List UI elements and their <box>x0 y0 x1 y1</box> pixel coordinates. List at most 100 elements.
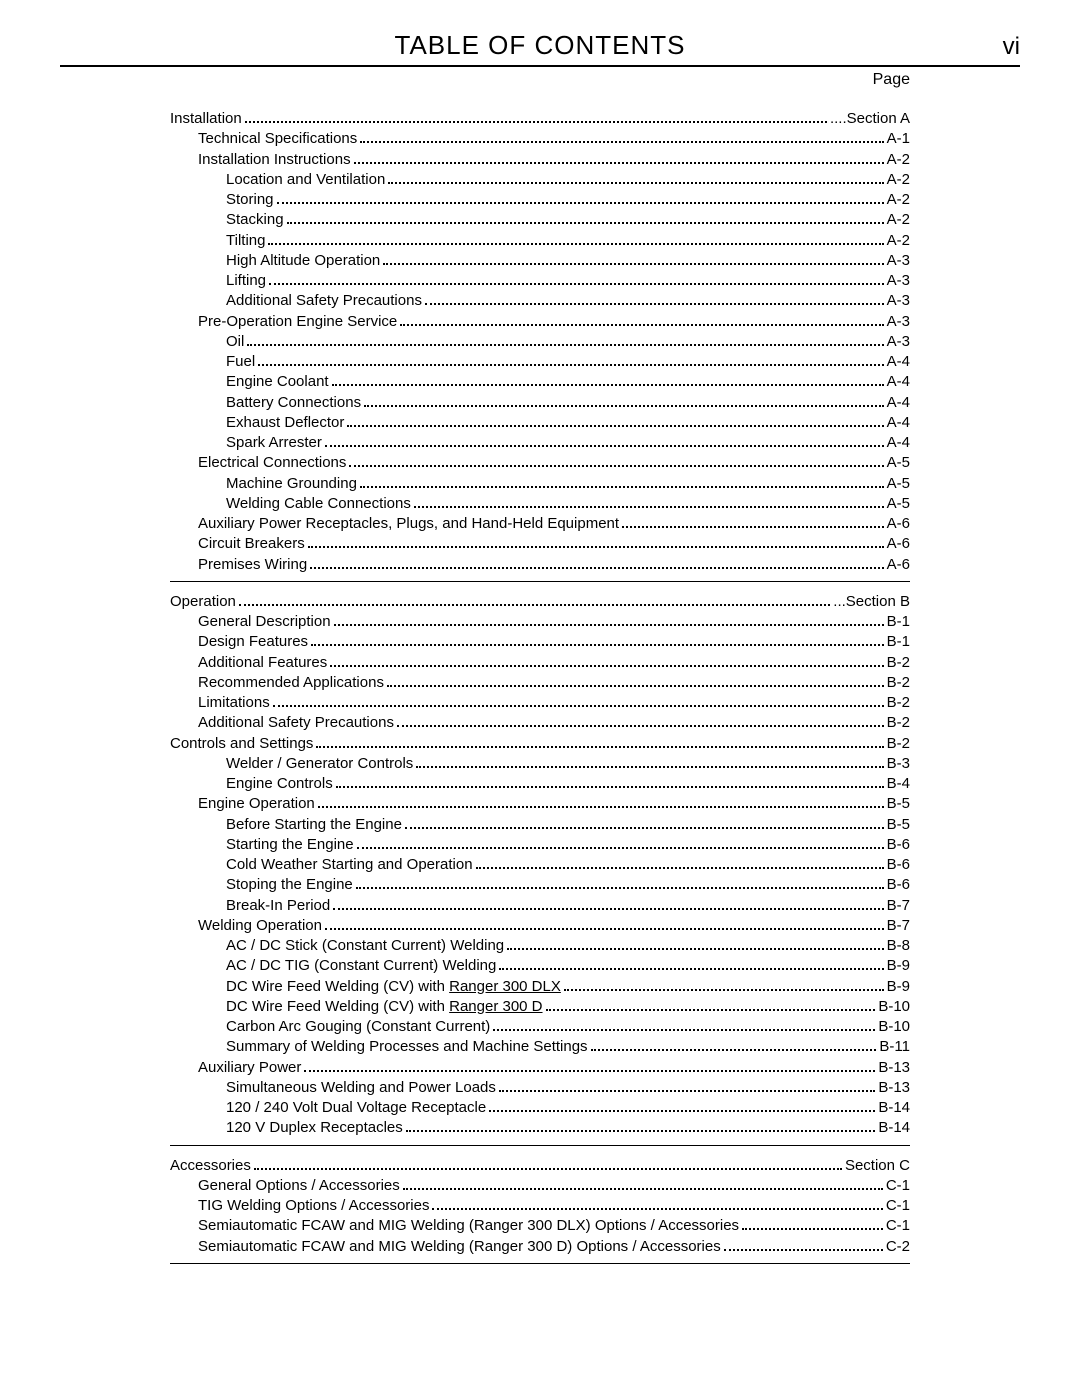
toc-entry-label: Limitations <box>198 693 270 713</box>
toc-entry: Cold Weather Starting and OperationB-6 <box>170 855 910 875</box>
toc-entry: DC Wire Feed Welding (CV) with Ranger 30… <box>170 997 910 1017</box>
toc-entry: High Altitude Operation A-3 <box>170 251 910 271</box>
toc-leader-dots <box>318 806 884 808</box>
toc-entry-label: Starting the Engine <box>226 835 354 855</box>
page-header: TABLE OF CONTENTS vi <box>60 30 1020 67</box>
toc-entry: Auxiliary Power Receptacles, Plugs, and … <box>170 514 910 534</box>
toc-entry: Engine Coolant A-4 <box>170 372 910 392</box>
toc-entry: Starting the EngineB-6 <box>170 835 910 855</box>
toc-entry-page: A-2 <box>887 150 910 170</box>
toc-entry-page: B-2 <box>887 653 910 673</box>
toc-leader-dots <box>622 526 884 528</box>
toc-entry-page: A-6 <box>887 555 910 575</box>
toc-leader-dots <box>325 445 884 447</box>
toc-entry: Auxiliary PowerB-13 <box>170 1058 910 1078</box>
toc-leader-dots <box>334 624 884 626</box>
toc-entry-page: B-10 <box>878 1017 910 1037</box>
toc-section: Installation ....Section ATechnical Spec… <box>170 109 910 582</box>
toc-leader-dots <box>354 162 884 164</box>
toc-entry: Additional FeaturesB-2 <box>170 653 910 673</box>
toc-entry: Additional Safety PrecautionsA-3 <box>170 291 910 311</box>
toc-entry-page: A-3 <box>887 271 910 291</box>
toc-entry-label: Premises Wiring <box>198 555 307 575</box>
toc-entry: Summary of Welding Processes and Machine… <box>170 1037 910 1057</box>
toc-entry-page: B-7 <box>887 916 910 936</box>
toc-leader-dots <box>349 465 883 467</box>
toc-entry-page: A-2 <box>887 190 910 210</box>
toc-entry-label: Battery Connections <box>226 393 361 413</box>
toc-entry-page: A-6 <box>887 514 910 534</box>
toc-entry: Engine ControlsB-4 <box>170 774 910 794</box>
toc-leader-dots <box>425 303 884 305</box>
toc-entry-page: A-4 <box>887 393 910 413</box>
toc-entry-label: General Options / Accessories <box>198 1176 400 1196</box>
toc-entry-label: Auxiliary Power <box>198 1058 301 1078</box>
toc-entry-page: C-1 <box>886 1176 910 1196</box>
toc-entry: Location and VentilationA-2 <box>170 170 910 190</box>
toc-entry-label: Simultaneous Welding and Power Loads <box>226 1078 496 1098</box>
toc-entry-page: B-2 <box>887 734 910 754</box>
toc-entry-label: Before Starting the Engine <box>226 815 402 835</box>
toc-entry: OilA-3 <box>170 332 910 352</box>
toc-entry: Recommended ApplicationsB-2 <box>170 673 910 693</box>
toc-leader-dots <box>388 182 883 184</box>
toc-entry: Carbon Arc Gouging (Constant Current)B-1… <box>170 1017 910 1037</box>
toc-entry-label: Operation <box>170 592 236 612</box>
toc-entry-page: A-5 <box>887 453 910 473</box>
toc-leader-dots <box>273 705 884 707</box>
toc-entry: 120 / 240 Volt Dual Voltage ReceptacleB-… <box>170 1098 910 1118</box>
toc-entry-label: DC Wire Feed Welding (CV) with Ranger 30… <box>226 977 561 997</box>
toc-entry-label: AC / DC TIG (Constant Current) Welding <box>226 956 496 976</box>
toc-entry-page: A-4 <box>887 413 910 433</box>
toc-entry-page: A-3 <box>887 312 910 332</box>
toc-entry: Semiautomatic FCAW and MIG Welding (Rang… <box>170 1237 910 1257</box>
toc-entry-label: DC Wire Feed Welding (CV) with Ranger 30… <box>226 997 543 1017</box>
toc-leader-dots <box>332 384 884 386</box>
toc-entry-page: B-11 <box>879 1037 910 1057</box>
toc-entry-label: Design Features <box>198 632 308 652</box>
toc-leader-dots <box>360 486 884 488</box>
toc-leader-dots <box>245 121 827 123</box>
toc-entry: Welder / Generator ControlsB-3 <box>170 754 910 774</box>
toc-leader-dots <box>724 1249 883 1251</box>
toc-entry-label: Accessories <box>170 1156 251 1176</box>
toc-leader-dots <box>308 546 884 548</box>
toc-leader-dots <box>564 989 884 991</box>
toc-entry-label: Storing <box>226 190 274 210</box>
toc-entry-page: A-4 <box>887 372 910 392</box>
toc-leader-dots <box>546 1009 876 1011</box>
toc-leader-dots <box>269 283 884 285</box>
toc-entry: LiftingA-3 <box>170 271 910 291</box>
page-number-roman: vi <box>970 33 1020 61</box>
toc-entry-page: A-3 <box>887 251 910 271</box>
toc-leader-dots <box>239 604 830 606</box>
toc-leader-dots <box>493 1029 875 1031</box>
toc-entry-label: Summary of Welding Processes and Machine… <box>226 1037 588 1057</box>
toc-entry-page: A-4 <box>887 433 910 453</box>
toc-entry-label: High Altitude Operation <box>226 251 380 271</box>
toc-entry-label: AC / DC Stick (Constant Current) Welding <box>226 936 504 956</box>
toc-leader-dots <box>325 928 884 930</box>
toc-entry-label: Fuel <box>226 352 255 372</box>
toc-leader-dots <box>742 1228 883 1230</box>
toc-entry-label: Engine Operation <box>198 794 315 814</box>
toc-leader-dots <box>489 1110 875 1112</box>
toc-entry-page: A-2 <box>887 210 910 230</box>
toc-entry-label: Pre-Operation Engine Service <box>198 312 397 332</box>
toc-leader-dots <box>416 766 883 768</box>
toc-entry-label: Auxiliary Power Receptacles, Plugs, and … <box>198 514 619 534</box>
toc-leader-dots <box>330 665 883 667</box>
toc-entry-label: Additional Safety Precautions <box>198 713 394 733</box>
toc-entry: Stoping the EngineB-6 <box>170 875 910 895</box>
toc-entry-label: Engine Coolant <box>226 372 329 392</box>
toc-entry-page: A-2 <box>887 170 910 190</box>
toc-entry-label: Semiautomatic FCAW and MIG Welding (Rang… <box>198 1237 721 1257</box>
toc-entry-page: ....Section A <box>830 109 910 129</box>
toc-leader-dots <box>357 847 884 849</box>
toc-entry: Circuit BreakersA-6 <box>170 534 910 554</box>
toc-leader-dots <box>247 344 883 346</box>
toc-entry-page: B-9 <box>887 977 910 997</box>
toc-leader-dots <box>333 908 883 910</box>
toc-leader-dots <box>304 1070 875 1072</box>
toc-entry-page: B-2 <box>887 693 910 713</box>
